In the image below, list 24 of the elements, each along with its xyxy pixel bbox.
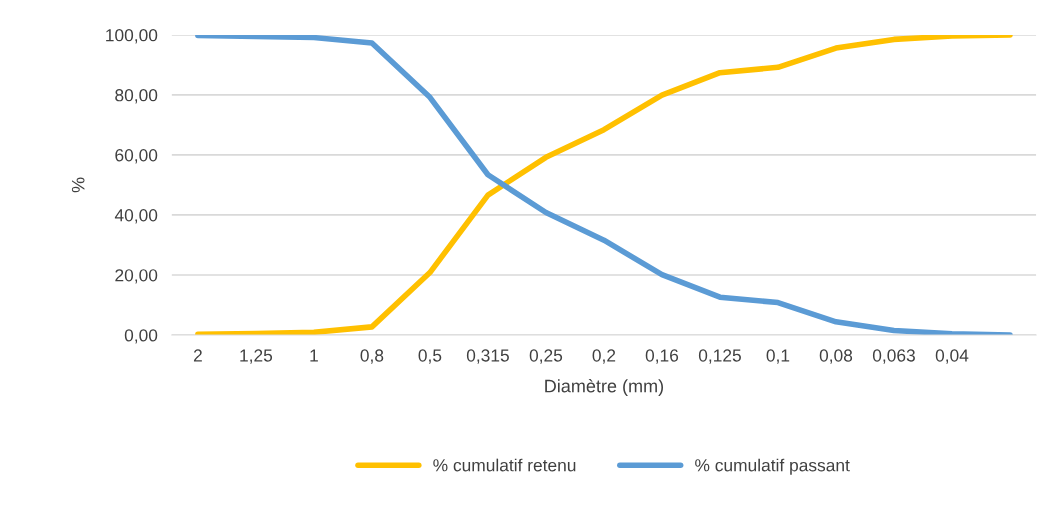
x-tick-label: 0,125 [698,349,741,364]
x-tick-label: 0,2 [592,349,616,364]
y-tick-label: 80,00 [115,89,158,104]
x-tick-label: 1,25 [240,349,273,364]
y-tick-label: 40,00 [114,209,158,224]
x-tick-label: 2 [193,349,202,362]
x-tick-label: 0,08 [819,349,853,364]
legend-label: % cumulatif retenu [433,458,576,472]
y-tick-label: 20,00 [115,269,158,284]
x-tick-label: 0,8 [360,349,384,364]
x-tick-label: 1 [310,349,318,362]
x-tick-label: 0,25 [529,349,563,364]
x-axis-title: Diamètre (mm) [545,378,664,396]
y-tick-label: 60,00 [115,149,158,164]
legend-label: % cumulatif passant [695,458,850,475]
x-tick-label: 0,1 [766,349,790,364]
x-tick-label: 0,315 [466,349,509,364]
x-tick-label: 0,063 [872,349,915,364]
x-tick-label: 0,16 [645,349,679,364]
y-tick-label: 0,00 [124,329,158,344]
x-tick-label: 0,04 [935,349,969,364]
x-tick-label: 0,5 [418,349,442,364]
y-tick-label: 100,00 [106,29,158,44]
y-axis-title: % [71,177,85,193]
